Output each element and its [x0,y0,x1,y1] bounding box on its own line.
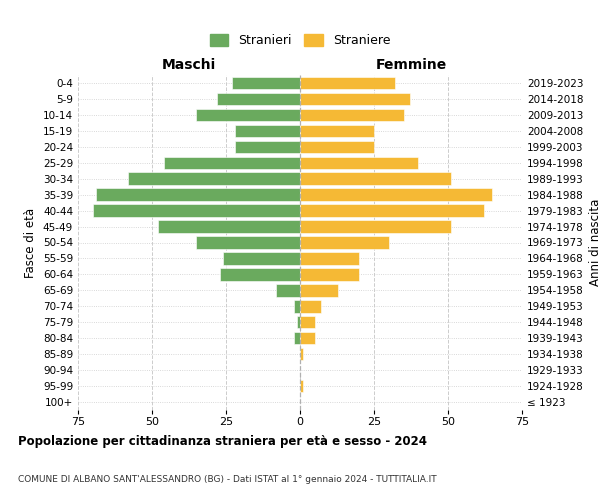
Bar [158,220,300,233]
Bar [235,140,300,153]
Bar [300,380,303,392]
Bar [300,172,451,185]
Bar [93,204,300,217]
Bar [300,348,303,360]
Bar [300,220,451,233]
Bar [300,300,321,312]
Bar [196,236,300,248]
Bar [96,188,300,201]
Bar [235,124,300,137]
Bar [300,316,315,328]
Bar [217,92,300,105]
Bar [164,156,300,169]
Bar [294,332,300,344]
Bar [300,204,484,217]
Y-axis label: Anni di nascita: Anni di nascita [589,199,600,286]
Bar [300,92,410,105]
Legend: Stranieri, Straniere: Stranieri, Straniere [205,30,395,52]
Bar [300,124,374,137]
Bar [232,77,300,89]
Text: Popolazione per cittadinanza straniera per età e sesso - 2024: Popolazione per cittadinanza straniera p… [18,435,427,448]
Bar [277,284,300,296]
Bar [128,172,300,185]
Text: COMUNE DI ALBANO SANT'ALESSANDRO (BG) - Dati ISTAT al 1° gennaio 2024 - TUTTITAL: COMUNE DI ALBANO SANT'ALESSANDRO (BG) - … [18,475,437,484]
Bar [300,140,374,153]
Bar [300,77,395,89]
Bar [297,316,300,328]
Bar [300,284,338,296]
Bar [300,252,359,264]
Bar [300,188,493,201]
Bar [220,268,300,280]
Bar [294,300,300,312]
Bar [300,332,315,344]
Bar [196,108,300,121]
Y-axis label: Fasce di età: Fasce di età [25,208,37,278]
Bar [300,236,389,248]
Bar [300,156,418,169]
Bar [300,268,359,280]
Text: Maschi: Maschi [162,58,216,72]
Bar [223,252,300,264]
Bar [300,108,404,121]
Text: Femmine: Femmine [376,58,446,72]
